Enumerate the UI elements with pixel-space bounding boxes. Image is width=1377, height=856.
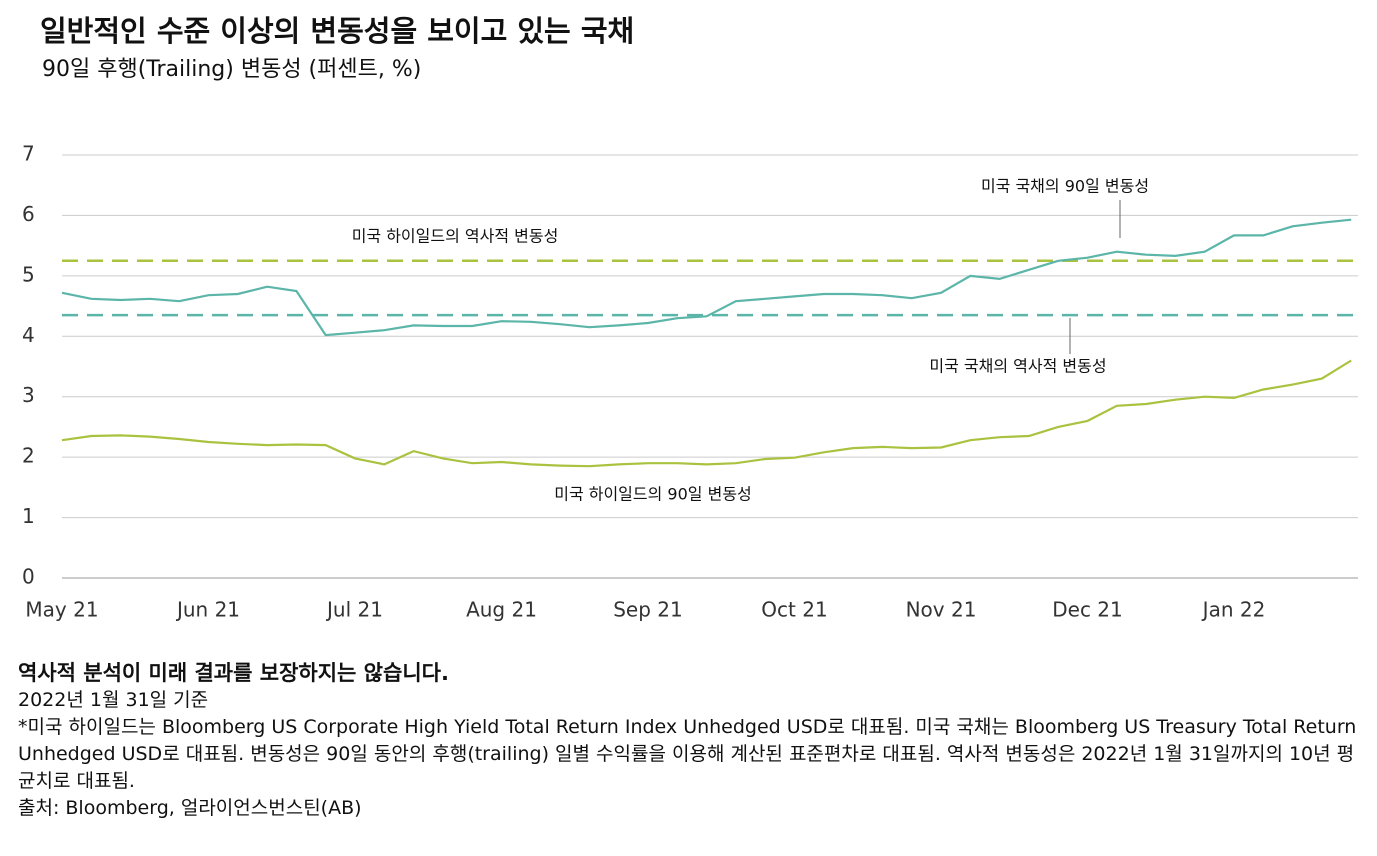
x-tick-label: Aug 21 bbox=[466, 598, 537, 622]
y-tick-label: 6 bbox=[22, 202, 35, 226]
y-tick-label: 0 bbox=[22, 565, 35, 589]
series-line bbox=[61, 359, 1352, 468]
y-tick-label: 1 bbox=[22, 504, 35, 528]
y-tick-label: 4 bbox=[22, 323, 35, 347]
note: 2022년 1월 31일 기준 bbox=[18, 689, 209, 711]
y-tick-label: 2 bbox=[22, 444, 35, 468]
note: 역사적 분석이 미래 결과를 보장하지는 않습니다. bbox=[18, 661, 449, 685]
y-tick-label: 5 bbox=[22, 262, 35, 286]
x-tick-label: Nov 21 bbox=[906, 598, 977, 622]
note: *미국 하이일드는 Bloomberg US Corporate High Yi… bbox=[18, 716, 1357, 792]
x-tick-label: Jan 22 bbox=[1201, 598, 1266, 622]
x-tick-label: Sep 21 bbox=[613, 598, 683, 622]
notes: 역사적 분석이 미래 결과를 보장하지는 않습니다. 2022년 1월 31일 기… bbox=[18, 660, 1363, 822]
series-label: 미국 하이일드의 90일 변동성 bbox=[554, 485, 752, 504]
x-tick-label: May 21 bbox=[25, 598, 98, 622]
x-tick-label: Oct 21 bbox=[761, 598, 827, 622]
note: 출처: Bloomberg, 얼라이언스번스틴(AB) bbox=[18, 797, 362, 819]
chart-subtitle: 90일 후행(Trailing) 변동성 (퍼센트, %) bbox=[42, 57, 421, 82]
x-tick-label: Dec 21 bbox=[1052, 598, 1123, 622]
x-tick-label: Jul 21 bbox=[325, 598, 383, 622]
y-tick-label: 3 bbox=[22, 383, 35, 407]
chart-title: 일반적인 수준 이상의 변동성을 보이고 있는 국채 bbox=[40, 14, 634, 48]
chart: 일반적인 수준 이상의 변동성을 보이고 있는 국채 90일 후행(Traili… bbox=[22, 14, 1358, 622]
reference-label: 미국 하이일드의 역사적 변동성 bbox=[352, 227, 559, 246]
series-line bbox=[61, 218, 1352, 337]
x-tick-label: Jun 21 bbox=[175, 598, 240, 622]
y-tick-label: 7 bbox=[22, 142, 35, 166]
reference-label: 미국 국채의 역사적 변동성 bbox=[929, 357, 1106, 376]
series-label: 미국 국채의 90일 변동성 bbox=[981, 177, 1149, 196]
